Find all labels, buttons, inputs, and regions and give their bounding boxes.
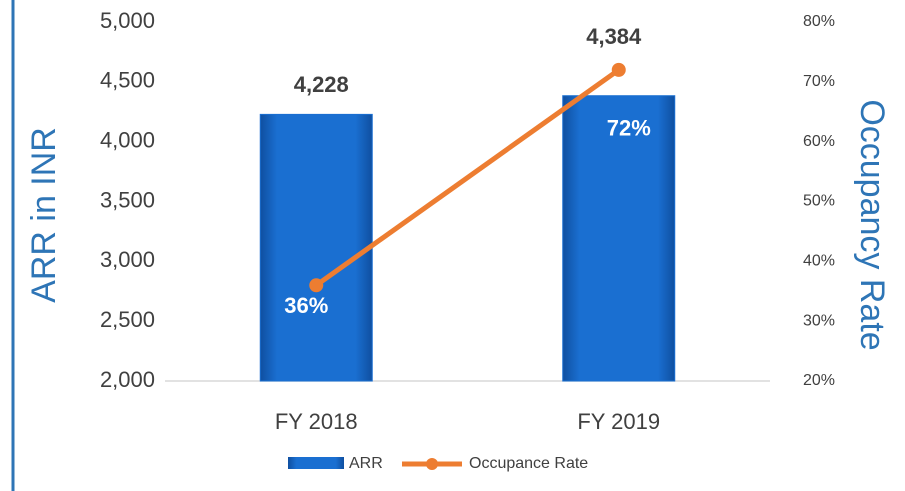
line	[314, 67, 621, 288]
y-tick-label: 2,500	[100, 307, 155, 332]
line-marker	[309, 278, 324, 293]
y2-tick-label: 60%	[803, 133, 835, 150]
legend-swatch	[288, 457, 344, 469]
y-tick-label: 2,000	[100, 367, 155, 392]
y2-axis-title: Occupancy Rate	[853, 99, 891, 350]
x-tick-label: FY 2018	[275, 409, 358, 434]
y2-tick-label: 30%	[803, 312, 835, 329]
bar	[562, 95, 676, 382]
bar-value-label: 4,228	[294, 72, 349, 97]
y2-tick-label: 50%	[803, 193, 835, 210]
legend-label: ARR	[349, 455, 383, 472]
y2-tick-label: 70%	[803, 73, 835, 90]
y-axis-title: ARR in INR	[25, 127, 63, 303]
y2-tick-label: 40%	[803, 253, 835, 270]
bar-value-label: 4,384	[586, 24, 642, 49]
x-tick-label: FY 2019	[577, 409, 660, 434]
line-value-label: 72%	[607, 116, 651, 141]
y-tick-label: 3,500	[100, 187, 155, 212]
legend-label: Occupance Rate	[469, 455, 588, 472]
legend-swatch	[426, 458, 438, 470]
y-tick-label: 4,500	[100, 68, 155, 93]
y2-tick-label: 20%	[803, 372, 835, 389]
y-tick-label: 4,000	[100, 127, 155, 152]
y-tick-label: 3,000	[100, 247, 155, 272]
line-marker	[611, 62, 626, 77]
y-tick-label: 5,000	[100, 8, 155, 33]
y2-tick-label: 80%	[803, 13, 835, 30]
bar	[259, 113, 373, 382]
line-value-label: 36%	[284, 293, 328, 318]
